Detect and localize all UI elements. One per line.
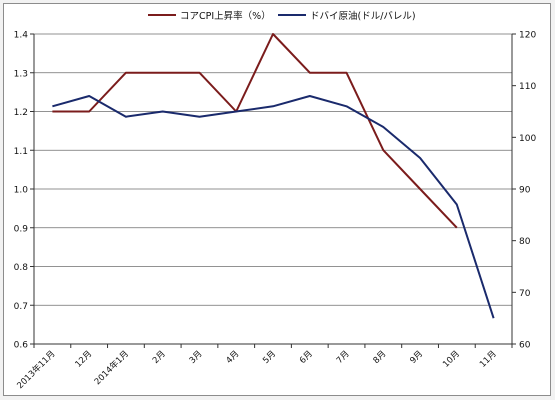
gridlines xyxy=(34,33,512,345)
right-tick-label: 90 xyxy=(519,186,531,196)
x-tick-label: 2013年11月 xyxy=(15,348,58,391)
right-tick-label: 70 xyxy=(519,289,531,299)
left-tick-label: 1.2 xyxy=(14,108,28,118)
legend-label-dubai-crude: ドバイ原油(ドル/バレル) xyxy=(310,10,416,22)
series-line-dubai-crude xyxy=(52,95,495,319)
legend: コアCPI上昇率（%） ドバイ原油(ドル/バレル) xyxy=(148,10,416,22)
line-chart: 0.6 0.7 0.8 0.9 1.0 1.1 1.2 1.3 1.4 60 70 80 90 100 11… xyxy=(14,10,537,392)
left-tick-label: 1.3 xyxy=(14,69,28,79)
right-tick-label: 80 xyxy=(519,237,531,247)
chart-frame: 0.6 0.7 0.8 0.9 1.0 1.1 1.2 1.3 1.4 60 70 80 90 100 11… xyxy=(3,3,551,396)
legend-label-cpi: コアCPI上昇率（%） xyxy=(180,10,271,22)
left-tick-label: 1.1 xyxy=(14,147,28,157)
right-tick-label: 100 xyxy=(519,134,536,144)
x-tick-label: 12月 xyxy=(74,349,95,370)
x-tick-label: 11月 xyxy=(478,349,499,370)
left-tick-label: 0.6 xyxy=(14,341,29,351)
x-tick-label: 5月 xyxy=(261,349,278,366)
left-tick-label: 0.8 xyxy=(14,263,29,273)
right-tick-label: 110 xyxy=(519,82,536,92)
x-tick-label: 2月 xyxy=(151,349,168,366)
left-tick-label: 1.0 xyxy=(14,186,29,196)
right-tick-label: 60 xyxy=(519,341,531,351)
series-line-core-cpi xyxy=(52,33,458,229)
x-tick-label: 2014年1月 xyxy=(92,348,131,387)
axes: 0.6 0.7 0.8 0.9 1.0 1.1 1.2 1.3 1.4 60 70 80 90 100 11… xyxy=(14,31,537,392)
x-tick-label: 10月 xyxy=(441,349,462,370)
x-tick-label: 3月 xyxy=(188,349,205,366)
series-lines xyxy=(52,33,495,319)
left-tick-label: 0.9 xyxy=(14,224,29,234)
right-tick-label: 120 xyxy=(519,31,536,41)
x-tick-label: 9月 xyxy=(408,349,425,366)
left-tick-label: 1.4 xyxy=(14,31,29,41)
x-tick-label: 6月 xyxy=(298,349,315,366)
x-tick-label: 7月 xyxy=(335,349,352,366)
left-tick-label: 0.7 xyxy=(14,302,28,312)
x-tick-label: 8月 xyxy=(372,349,389,366)
x-tick-label: 4月 xyxy=(224,349,241,366)
